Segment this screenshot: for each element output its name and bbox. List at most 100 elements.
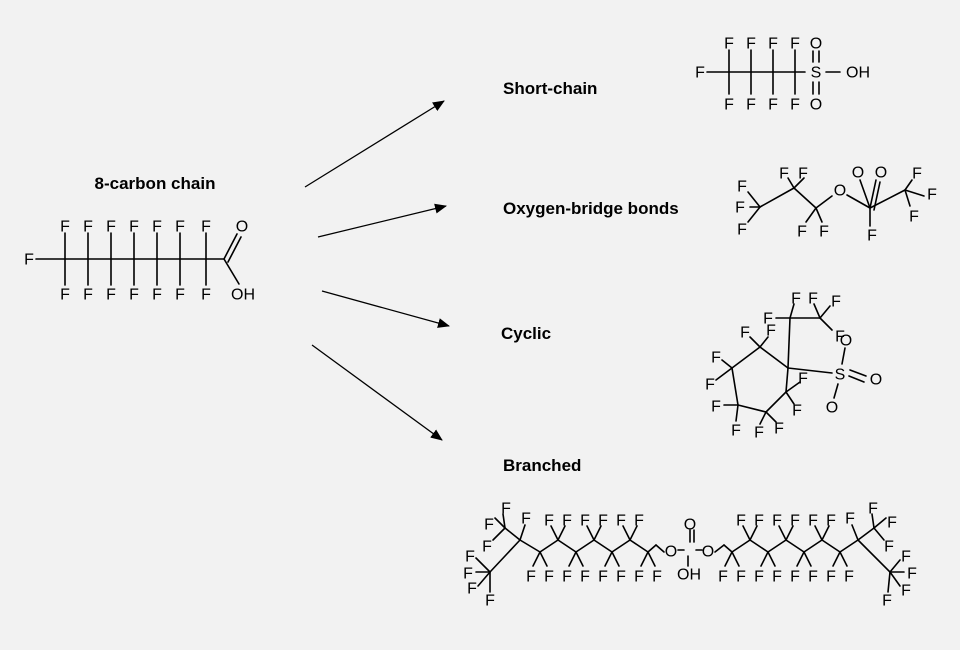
c-f-bond [765, 411, 777, 423]
c-s-bond [787, 367, 833, 374]
c-f-bond [785, 525, 794, 541]
fluorine-atom-label: F [790, 513, 800, 530]
fluorine-atom-label: F [735, 200, 745, 217]
fluorine-atom-label: F [731, 423, 741, 440]
fluorine-atom-label: F [652, 569, 662, 586]
oxygen-atom-label: O [852, 165, 864, 182]
c-f-bond [759, 336, 769, 348]
c-f-bond [789, 303, 795, 319]
c-f-bond [747, 191, 761, 208]
c-f-bond [586, 525, 595, 541]
c-f-bond [747, 206, 761, 223]
oxygen-atom-label: O [236, 219, 248, 236]
fluorine-atom-label: F [544, 569, 554, 586]
c-f-bond [568, 551, 577, 567]
fluorine-atom-label: F [808, 513, 818, 530]
c-f-bond [803, 551, 812, 567]
fluorine-atom-label: F [797, 224, 807, 241]
fluorine-atom-label: F [129, 219, 139, 236]
c-f-bond [475, 557, 491, 573]
category-title-oxygen-bridge: Oxygen-bridge bonds [503, 199, 679, 218]
carbon-backbone-bond [793, 187, 817, 209]
c-o-bond [846, 194, 871, 209]
c-f-bond [604, 551, 613, 567]
fluorine-atom-label: F [746, 97, 756, 114]
arrow-to-cyclic [321, 290, 450, 328]
fluorine-atom-label: F [763, 311, 773, 328]
carbon-backbone-bond [857, 527, 875, 541]
c-f-bond [889, 571, 901, 587]
c-f-bond [749, 336, 761, 348]
carbon-backbone-bond [489, 539, 521, 573]
carbon-backbone-bond [787, 317, 791, 369]
oxygen-atom-label: O [826, 400, 838, 417]
oxygen-atom-label: O [702, 544, 714, 561]
c-o-double-bond [223, 233, 238, 260]
c-f-bond [787, 177, 795, 189]
c-f-bond [760, 551, 769, 567]
carbon-backbone-bond [557, 539, 577, 553]
fluorine-atom-label: F [705, 377, 715, 394]
c-f-bond [640, 551, 649, 567]
fluorine-atom-label: F [562, 513, 572, 530]
fluorine-atom-label: F [501, 501, 511, 518]
fluorine-atom-label: F [485, 593, 495, 610]
c-f-bond [492, 527, 506, 541]
carbon-backbone-bond [839, 539, 859, 553]
fluorine-atom-label: F [768, 36, 778, 53]
hydroxyl-atom-label: OH [677, 567, 701, 584]
c-f-bond [851, 524, 859, 541]
c-f-bond [759, 411, 767, 425]
fluorine-atom-label: F [845, 511, 855, 528]
c-f-bond [629, 525, 638, 541]
c-f-bond [519, 524, 526, 541]
carbon-backbone-bond [821, 539, 841, 553]
c-f-bond [785, 381, 801, 393]
fluorine-atom-label: F [482, 539, 492, 556]
c-f-bond [821, 525, 830, 541]
oxygen-atom-label: O [665, 544, 677, 561]
s-o-double-bond [848, 375, 865, 383]
c-f-bond [721, 359, 733, 369]
fluorine-atom-label: F [798, 371, 808, 388]
fluorine-atom-label: F [772, 569, 782, 586]
c-f-bond [622, 525, 631, 541]
fluorine-atom-label: F [521, 511, 531, 528]
c-f-bond [767, 551, 776, 567]
carbon-backbone-bond [767, 539, 787, 553]
fluorine-atom-label: F [754, 513, 764, 530]
c-f-bond [502, 513, 506, 529]
fluorine-atom-label: F [868, 501, 878, 518]
hydroxyl-atom-label: OH [846, 65, 870, 82]
fluorine-atom-label: F [901, 583, 911, 600]
c-f-bond [904, 179, 913, 191]
oxygen-atom-label: O [810, 97, 822, 114]
fluorine-atom-label: F [882, 593, 892, 610]
c-f-bond [785, 391, 795, 405]
oxygen-atom-label: O [875, 165, 887, 182]
c-f-bond [593, 525, 602, 541]
fluorine-atom-label: F [774, 421, 784, 438]
fluorine-atom-label: F [580, 569, 590, 586]
arrow-to-branched [311, 344, 443, 441]
s-o-bond [841, 347, 846, 365]
c-f-bond [819, 317, 833, 331]
carbon-backbone-bond [575, 539, 595, 553]
c-f-bond [735, 404, 739, 422]
fluorine-atom-label: F [201, 219, 211, 236]
fluorine-atom-label: F [791, 291, 801, 308]
fluorine-atom-label: F [129, 287, 139, 304]
c-f-bond [871, 513, 875, 529]
c-f-bond [532, 551, 541, 567]
fluorine-atom-label: F [912, 166, 922, 183]
fluorine-atom-label: F [779, 166, 789, 183]
ring-bond [765, 391, 787, 413]
c-f-bond [796, 551, 805, 567]
fluorine-atom-label: F [106, 287, 116, 304]
c-f-bond [813, 303, 821, 319]
fluorine-atom-label: F [695, 65, 705, 82]
